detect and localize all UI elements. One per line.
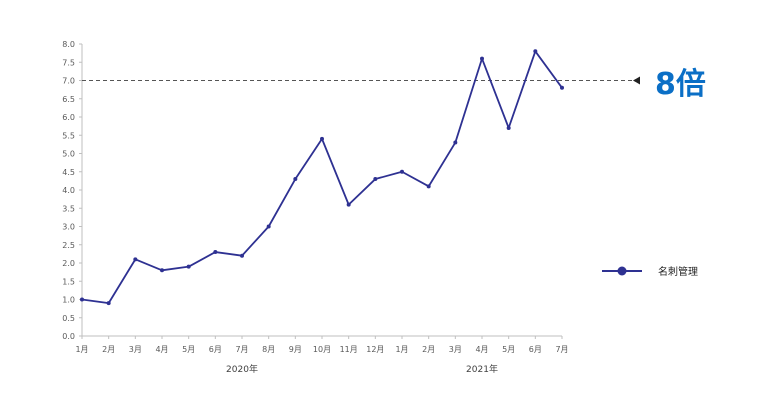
data-point (453, 140, 458, 145)
data-point (266, 224, 271, 229)
data-point (186, 264, 191, 269)
y-tick-label: 2.5 (62, 241, 75, 250)
data-point (293, 177, 298, 182)
data-point (373, 177, 378, 182)
legend-label: 名刺管理 (658, 265, 698, 278)
data-point (160, 268, 164, 273)
reference-arrow-icon (633, 76, 640, 85)
x-tick-label: 2月 (102, 345, 115, 354)
y-tick-label: 6.0 (62, 113, 75, 122)
x-tick-label: 1月 (75, 345, 88, 354)
x-tick-label: 1月 (395, 345, 408, 354)
data-point (133, 257, 138, 262)
x-year-label: 2020年 (226, 363, 258, 375)
y-tick-label: 1.5 (62, 277, 75, 286)
legend: 名刺管理 (602, 265, 698, 278)
x-tick-label: 8月 (262, 345, 275, 354)
x-tick-label: 11月 (340, 345, 358, 354)
y-tick-label: 7.5 (62, 58, 75, 67)
data-point (400, 169, 404, 174)
reference-line-group (82, 76, 640, 85)
data-point (506, 125, 511, 130)
y-tick-label: 3.0 (62, 223, 75, 232)
data-point (240, 253, 244, 258)
x-tick-label: 7月 (235, 345, 248, 354)
y-tick-label: 1.0 (62, 296, 75, 305)
data-point (426, 184, 431, 189)
x-tick-label: 9月 (289, 345, 302, 354)
x-tick-label: 2月 (422, 345, 435, 354)
x-tick-label: 6月 (529, 345, 542, 354)
x-tick-label: 12月 (366, 345, 384, 354)
data-point (480, 56, 484, 61)
y-tick-label: 2.0 (62, 259, 75, 268)
y-tick-label: 3.5 (62, 204, 75, 213)
x-tick-label: 6月 (209, 345, 222, 354)
x-year-label: 2021年 (466, 363, 498, 375)
y-tick-label: 4.5 (62, 168, 75, 177)
x-tick-label: 5月 (502, 345, 515, 354)
x-tick-label: 5月 (182, 345, 195, 354)
y-tick-label: 0.5 (62, 314, 75, 323)
x-tick-label: 7月 (555, 345, 568, 354)
y-tick-label: 4.0 (62, 186, 75, 195)
data-point (560, 85, 564, 90)
data-point (106, 301, 111, 306)
x-tick-label: 4月 (475, 345, 488, 354)
data-point (320, 136, 324, 141)
x-tick-label: 3月 (449, 345, 462, 354)
callout-annotation: 8倍 (655, 67, 706, 102)
y-tick-label: 6.5 (62, 95, 75, 104)
x-tick-label: 4月 (155, 345, 168, 354)
data-point (533, 49, 538, 54)
data-point (80, 297, 84, 302)
x-tick-label: 10月 (313, 345, 331, 354)
y-axis: 0.0 0.5 1.0 1.5 2.0 2.5 3.0 3.5 4.0 4.5 5.0 5.5 6.0 6… (62, 40, 83, 341)
x-axis: 1月 2月 3月 4月 5月 6月 7月 8月 9月 10月 11月 12月 1月 2月 3月 4月 5月 6月 7… (75, 335, 569, 375)
y-tick-label: 0.0 (62, 332, 75, 341)
y-tick-label: 8.0 (62, 40, 75, 49)
y-tick-label: 7.0 (62, 77, 75, 86)
data-point (346, 202, 351, 207)
series-group (80, 49, 564, 306)
data-point (213, 250, 218, 255)
y-tick-label: 5.0 (62, 150, 75, 159)
y-tick-label: 5.5 (62, 131, 75, 140)
legend-marker-icon (617, 266, 627, 276)
series-line (81, 50, 563, 305)
x-tick-label: 3月 (129, 345, 142, 354)
